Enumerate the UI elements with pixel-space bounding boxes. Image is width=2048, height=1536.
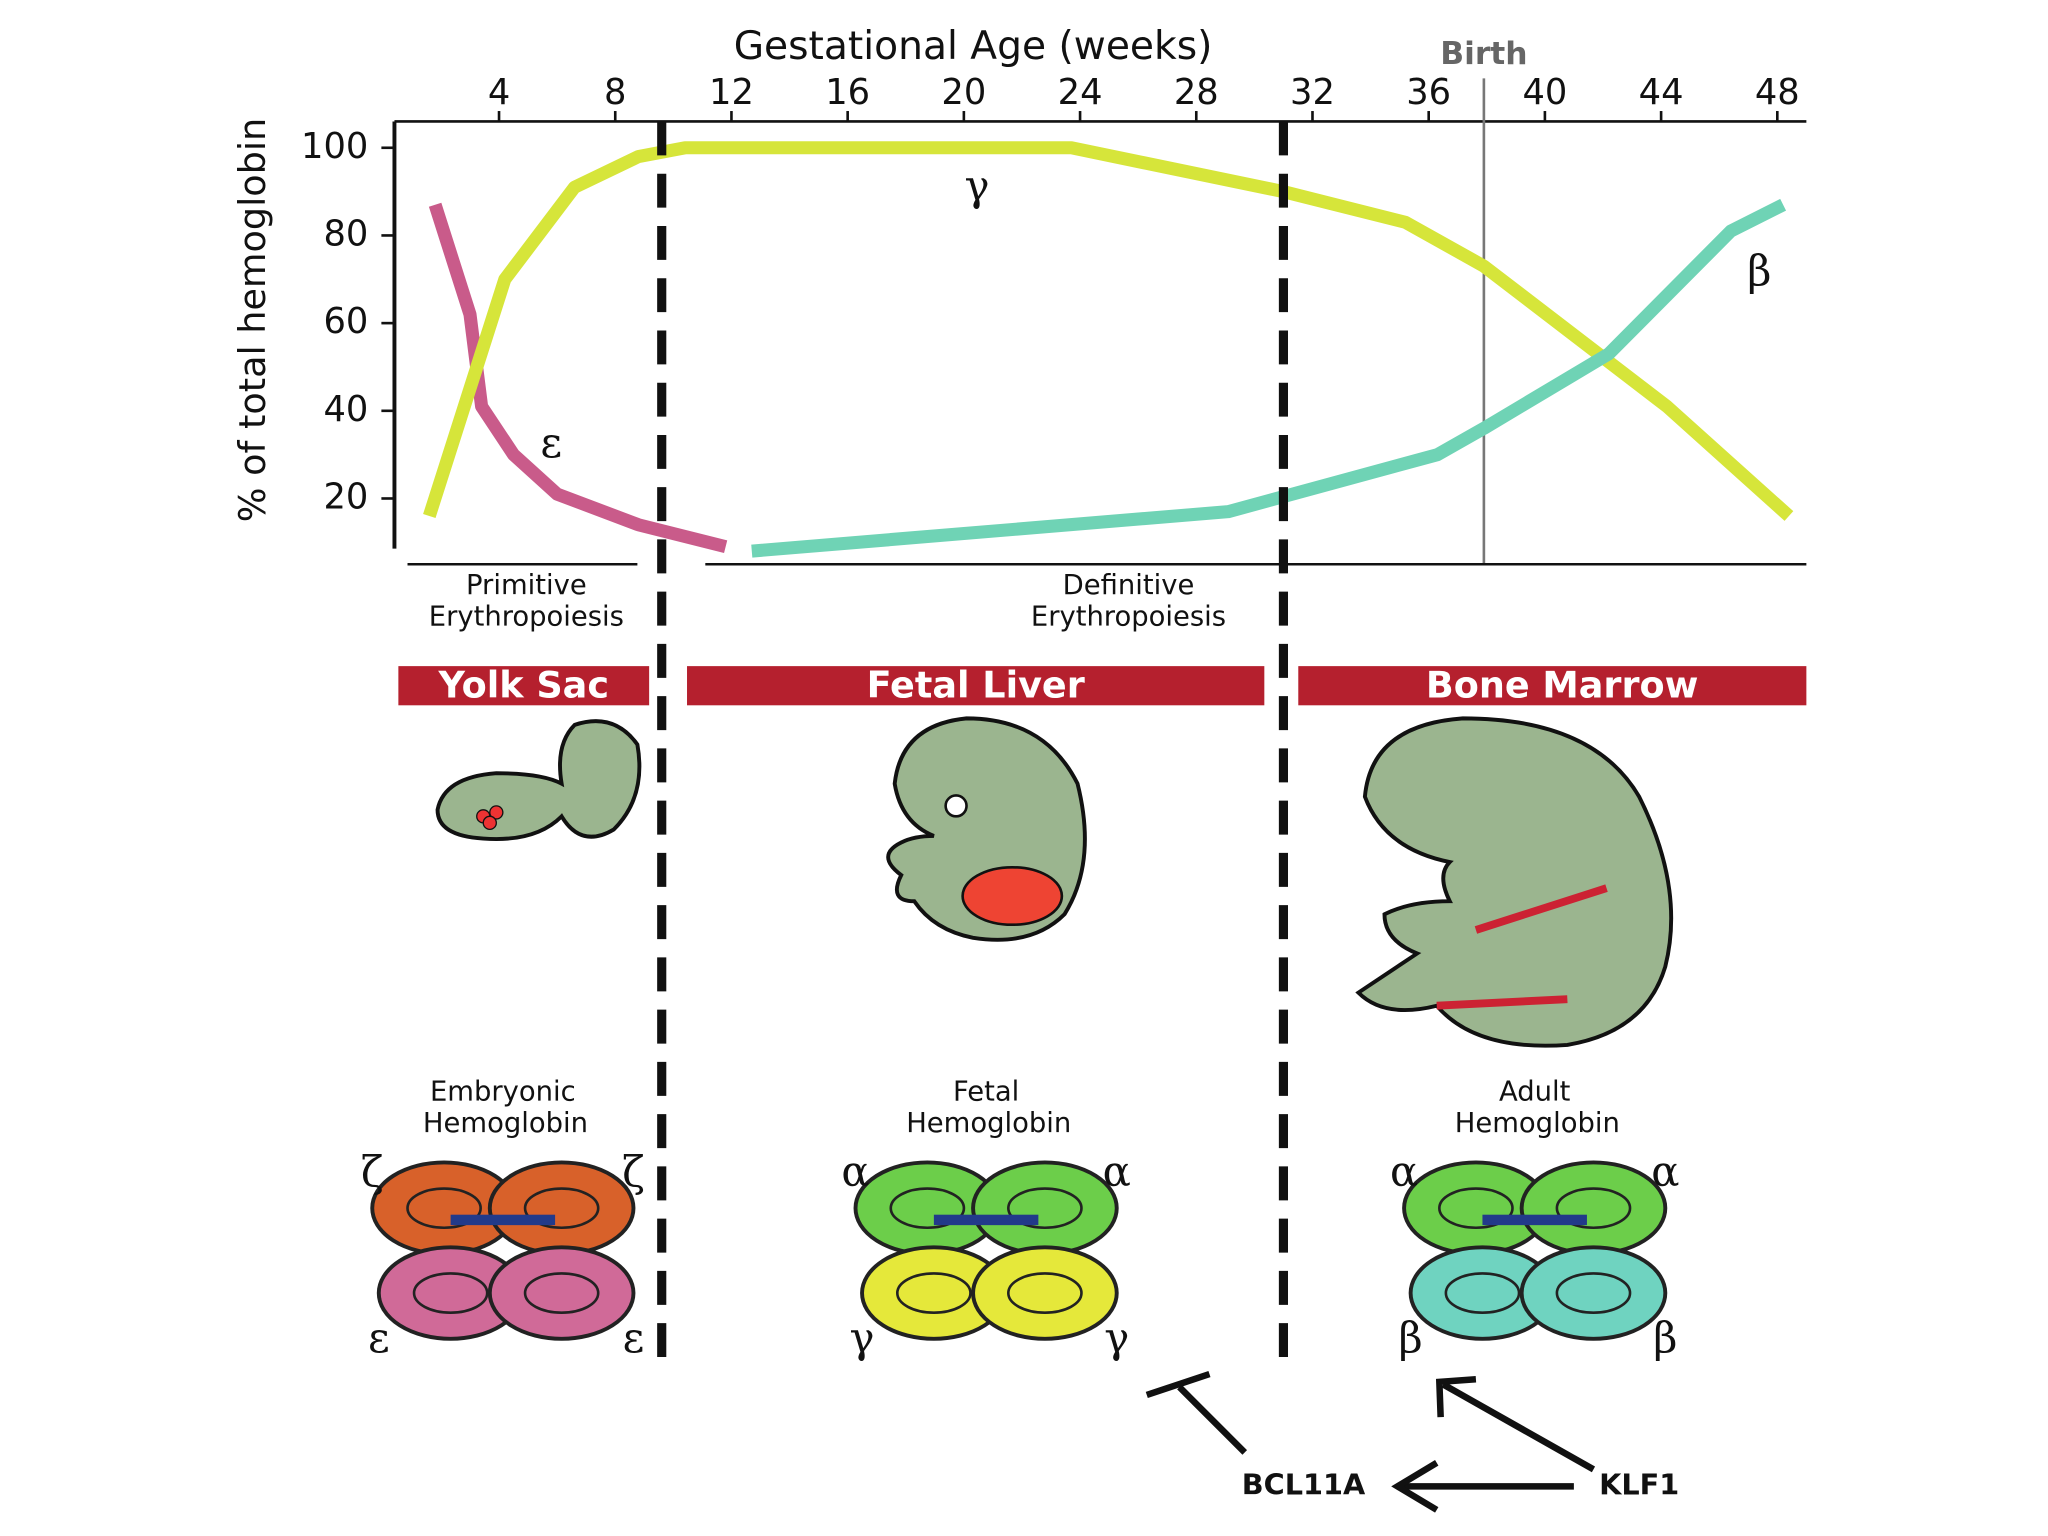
- subunit-label: γ: [1104, 1313, 1129, 1362]
- heme: [450, 1214, 556, 1226]
- x-tick-label: 32: [1290, 72, 1335, 113]
- series-label: γ: [964, 161, 989, 210]
- gene-label: KLF1: [1599, 1467, 1679, 1501]
- hemoglobin-label: Embryonic: [430, 1077, 576, 1108]
- x-tick-label: 36: [1406, 72, 1451, 113]
- embryo-yolk-sac: [435, 719, 642, 841]
- y-tick-label: 60: [323, 301, 368, 342]
- hemoglobin-label: Fetal: [953, 1077, 1019, 1108]
- series-label: ε: [540, 418, 562, 467]
- site-banner: [398, 666, 650, 706]
- subunit-label: ζ: [361, 1147, 384, 1196]
- globin-chain: [971, 1160, 1119, 1256]
- heme: [933, 1214, 1039, 1226]
- subunit-label: ζ: [622, 1147, 645, 1196]
- hemoglobin-label: Hemoglobin: [906, 1108, 1071, 1139]
- globin-chain: [1519, 1160, 1668, 1256]
- embryo-fetal-liver: [886, 716, 1087, 942]
- subunit-label: α: [1651, 1147, 1679, 1196]
- x-tick-label: 44: [1639, 72, 1684, 113]
- phase-label: Primitive: [466, 570, 587, 601]
- globin-chain: [487, 1245, 636, 1341]
- series-line: [423, 141, 1794, 521]
- globin-loop: [406, 1187, 482, 1230]
- globin-chain: [487, 1160, 636, 1256]
- globin-loop: [523, 1187, 600, 1230]
- site-label: Bone Marrow: [1426, 664, 1699, 707]
- birth-label: Birth: [1440, 36, 1527, 72]
- x-tick-label: 12: [709, 72, 754, 113]
- subunit-label: ε: [623, 1313, 645, 1362]
- subunit-label: α: [1103, 1147, 1131, 1196]
- x-tick-label: 24: [1058, 72, 1103, 113]
- subunit-label: β: [1399, 1313, 1423, 1362]
- y-tick-label: 100: [301, 126, 368, 167]
- series-line: [428, 202, 728, 554]
- x-tick-label: 4: [488, 72, 510, 113]
- site-label: Fetal Liver: [867, 664, 1085, 707]
- globin-loop: [1555, 1187, 1632, 1230]
- phase-label: Erythropoiesis: [429, 601, 624, 632]
- y-tick-label: 80: [323, 213, 368, 254]
- x-tick-label: 40: [1522, 72, 1567, 113]
- y-tick-label: 20: [323, 476, 368, 517]
- plot: 4 8 12 16 20 24 28 32 36 40 44 4820406080100Birthεγ…: [301, 36, 1807, 565]
- site-banner: [1298, 666, 1807, 706]
- site-banner: [687, 666, 1265, 706]
- x-tick-label: 16: [825, 72, 870, 113]
- embryo-bone-marrow: [1355, 716, 1674, 1048]
- globin-loop: [1007, 1187, 1083, 1230]
- site-label: Yolk Sac: [438, 664, 610, 707]
- hemoglobin-label: Adult: [1499, 1077, 1571, 1108]
- globin-loop: [889, 1187, 966, 1230]
- x-axis-title: Gestational Age (weeks): [734, 24, 1213, 69]
- phase-label: Definitive: [1063, 570, 1195, 601]
- globin-loop: [1438, 1187, 1514, 1230]
- heme: [1482, 1214, 1587, 1226]
- x-tick-label: 20: [941, 72, 986, 113]
- hemoglobin-label: Hemoglobin: [423, 1108, 588, 1139]
- gene-label: BCL11A: [1242, 1467, 1366, 1501]
- globin-chain: [971, 1245, 1119, 1341]
- subunit-label: γ: [850, 1313, 875, 1362]
- subunit-label: α: [1390, 1147, 1418, 1196]
- subunit-label: ε: [368, 1313, 390, 1362]
- regulation-arrows: [1145, 1370, 1596, 1513]
- y-axis-title: % of total hemoglobin: [231, 118, 274, 522]
- x-tick-label: 28: [1174, 72, 1219, 113]
- series-label: β: [1747, 246, 1771, 295]
- y-tick-label: 40: [323, 389, 368, 430]
- x-tick-label: 48: [1755, 72, 1800, 113]
- subunit-label: β: [1653, 1313, 1677, 1362]
- hemoglobin-label: Hemoglobin: [1455, 1108, 1620, 1139]
- x-tick-label: 8: [604, 72, 626, 113]
- globin-loop: [1555, 1272, 1632, 1314]
- globin-loop: [412, 1272, 489, 1314]
- series-line: [751, 198, 1787, 558]
- globin-loop: [1007, 1272, 1083, 1314]
- phase-label: Erythropoiesis: [1031, 601, 1226, 632]
- globin-loop: [523, 1272, 600, 1314]
- globin-loop: [1444, 1272, 1521, 1314]
- globin-chain: [1519, 1245, 1668, 1341]
- globin-loop: [895, 1272, 972, 1314]
- subunit-label: α: [841, 1147, 869, 1196]
